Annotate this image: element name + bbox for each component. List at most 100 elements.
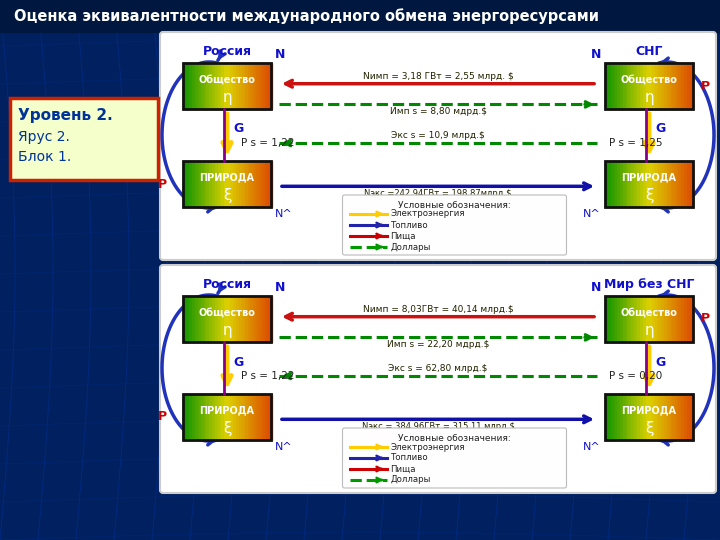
Text: P: P [701,79,710,92]
Bar [690,296,693,342]
Bar [268,394,271,440]
Text: ПРИРОДА: ПРИРОДА [199,405,254,415]
Bar [664,394,667,440]
Bar [201,161,204,207]
Bar [183,394,186,440]
Bar [670,63,673,109]
Bar [608,296,611,342]
Bar [684,296,688,342]
FancyBboxPatch shape [343,428,567,488]
Bar [631,296,635,342]
Bar [207,296,210,342]
Bar [637,394,641,440]
Bar [221,161,225,207]
Text: ПРИРОДА: ПРИРОДА [621,172,677,182]
Text: N: N [590,48,601,61]
Text: Р s = 1,22: Р s = 1,22 [241,371,294,381]
Bar [189,63,192,109]
Bar [186,161,189,207]
Bar [664,161,667,207]
Bar [623,161,626,207]
Text: N^: N^ [275,209,293,219]
Bar [652,161,655,207]
Text: Общество: Общество [199,307,256,317]
Bar [194,161,198,207]
Text: η: η [222,323,232,338]
Bar [236,296,239,342]
Bar [658,63,661,109]
Bar [227,63,230,109]
Bar [262,394,266,440]
Bar [664,63,667,109]
Bar [623,394,626,440]
Bar [227,296,230,342]
Bar [198,296,201,342]
Text: Россия: Россия [202,45,251,58]
Bar [678,161,682,207]
Bar [268,161,271,207]
Bar [649,161,652,207]
Text: ПРИРОДА: ПРИРОДА [621,405,677,415]
Bar [215,63,219,109]
Bar [256,296,260,342]
Text: Nимп = 3,18 ГВт = 2,55 млрд. $: Nимп = 3,18 ГВт = 2,55 млрд. $ [363,72,513,80]
Bar [265,296,269,342]
Bar [218,394,222,440]
Text: ξ: ξ [222,421,231,436]
Text: Электроэнергия: Электроэнергия [390,210,465,219]
Bar [265,63,269,109]
FancyBboxPatch shape [160,32,716,260]
Bar [251,296,254,342]
Bar [690,161,693,207]
Bar [253,161,257,207]
Bar [183,296,271,342]
Text: Доллары: Доллары [390,242,431,252]
Text: Оценка эквивалентности международного обмена энергоресурсами: Оценка эквивалентности международного об… [14,8,599,24]
Text: Ярус 2.: Ярус 2. [18,130,70,144]
Bar [201,296,204,342]
Bar [613,63,617,109]
Bar [218,63,222,109]
Bar [224,161,228,207]
Text: Блок 1.: Блок 1. [18,150,71,164]
Bar [236,63,239,109]
Text: Электроэнергия: Электроэнергия [390,442,465,451]
Bar [640,394,644,440]
Text: N^: N^ [583,442,601,452]
Bar [667,296,670,342]
Bar [637,63,641,109]
Bar [643,296,647,342]
Bar [224,394,228,440]
Text: Nимп = 8,03ГВт = 40,14 млрд.$: Nимп = 8,03ГВт = 40,14 млрд.$ [363,305,513,314]
Bar [661,63,664,109]
Bar [194,394,198,440]
Bar [204,161,207,207]
Text: Топливо: Топливо [390,454,428,462]
Text: G: G [233,123,243,136]
Bar [245,296,248,342]
Bar [251,161,254,207]
Bar [605,161,693,207]
Bar [230,394,233,440]
Bar [608,161,611,207]
Bar [259,394,263,440]
Bar [684,394,688,440]
Bar [620,161,623,207]
Bar [265,394,269,440]
Bar [634,394,638,440]
Bar [667,161,670,207]
Bar [605,63,608,109]
Bar [629,296,632,342]
Bar [608,63,611,109]
Bar [253,394,257,440]
Bar [268,296,271,342]
Bar [189,394,192,440]
Bar [183,63,271,109]
Bar [268,63,271,109]
Text: G: G [655,355,665,368]
Bar [649,394,652,440]
Bar [259,63,263,109]
Bar [230,161,233,207]
Bar [617,161,620,207]
Text: P: P [158,410,167,423]
